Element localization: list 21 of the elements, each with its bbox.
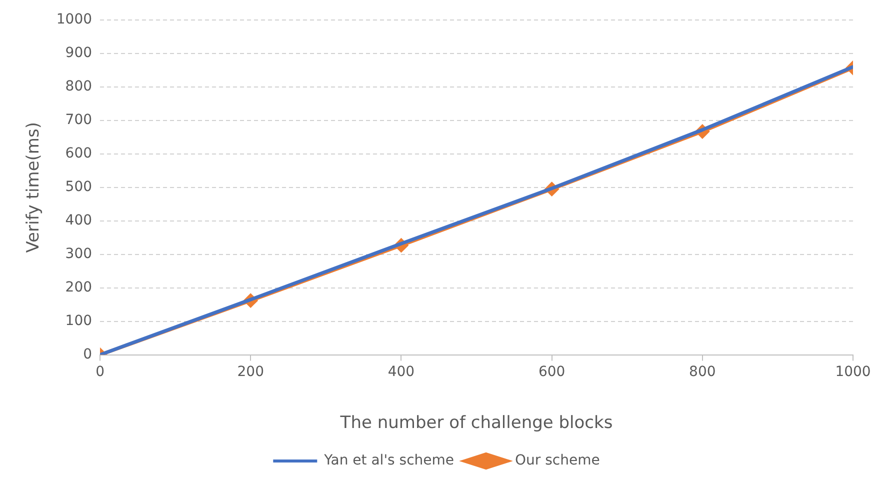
x-tick-label: 200: [237, 364, 264, 380]
y-tick-label: 400: [65, 212, 92, 229]
x-tick-label: 1000: [835, 364, 871, 380]
x-tick-label: 600: [538, 364, 566, 380]
legend-label: Yan et al's scheme: [323, 452, 454, 469]
y-tick-label: 500: [65, 179, 92, 196]
y-tick-label: 100: [65, 312, 92, 329]
y-tick-label: 900: [65, 45, 92, 62]
x-tick-label: 0: [96, 364, 104, 380]
y-tick-label: 600: [65, 146, 92, 162]
y-axis-title: Verify time(ms): [24, 122, 44, 253]
y-tick-label: 200: [65, 279, 92, 296]
x-axis-title: The number of challenge blocks: [339, 413, 613, 434]
y-tick-label: 1000: [56, 12, 92, 28]
x-tick-label: 800: [689, 364, 716, 380]
y-tick-label: 800: [65, 78, 92, 95]
y-tick-label: 0: [83, 346, 92, 362]
x-tick-label: 400: [388, 364, 415, 380]
y-tick-label: 700: [65, 112, 92, 128]
y-tick-label: 300: [65, 246, 92, 262]
legend-label: Our scheme: [515, 452, 600, 469]
